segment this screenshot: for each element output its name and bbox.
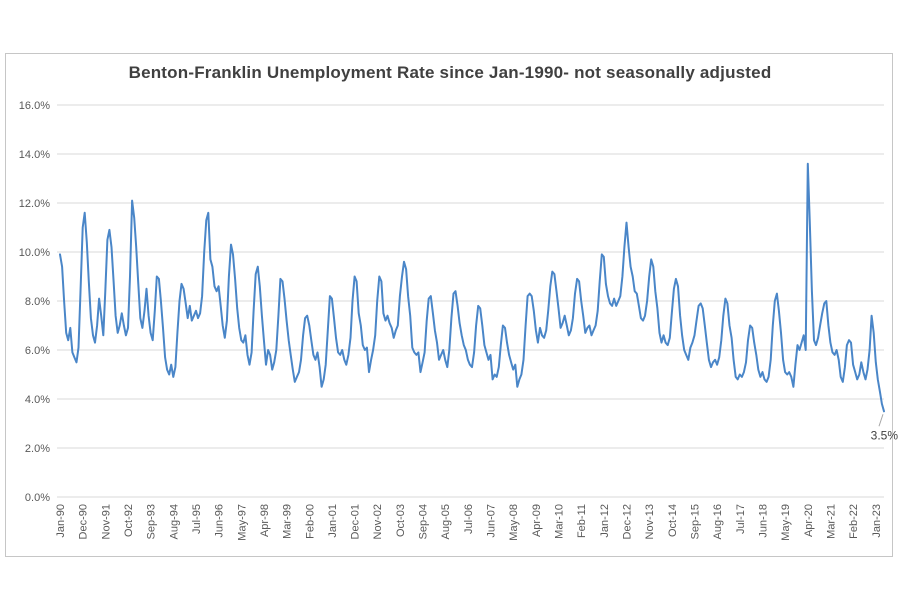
x-tick-label: Jun-96 — [214, 504, 226, 538]
x-tick-label: Nov-13 — [644, 504, 656, 539]
x-tick-label: Jul-17 — [735, 504, 747, 534]
x-tick-label: Jan-90 — [55, 504, 67, 538]
x-tick-label: Apr-09 — [531, 504, 543, 537]
x-tick-label: Jan-12 — [599, 504, 611, 538]
x-tick-label: Dec-01 — [350, 504, 362, 539]
x-tick-label: Oct-03 — [395, 504, 407, 537]
x-tick-label: Dec-12 — [622, 504, 634, 539]
x-tick-label: Oct-92 — [123, 504, 135, 537]
x-tick-label: Apr-20 — [803, 504, 815, 537]
x-tick-label: Nov-02 — [372, 504, 384, 539]
y-tick-label: 4.0% — [25, 394, 50, 406]
x-tick-label: Jun-18 — [757, 504, 769, 538]
chart-title: Benton-Franklin Unemployment Rate since … — [128, 63, 772, 82]
x-tick-label: Feb-11 — [576, 504, 588, 538]
x-tick-label: Mar-99 — [282, 504, 294, 539]
chart-frame — [5, 53, 893, 557]
x-tick-label: May-19 — [780, 504, 792, 541]
annotation-leader-line — [878, 414, 884, 427]
x-tick-label: Sep-04 — [418, 504, 430, 539]
x-tick-label: Feb-22 — [848, 504, 860, 539]
x-tick-label: Nov-91 — [100, 504, 112, 539]
x-tick-label: May-08 — [508, 504, 520, 541]
x-tick-label: Dec-90 — [78, 504, 90, 539]
x-tick-label: Oct-14 — [667, 504, 679, 537]
x-tick-label: Feb-00 — [304, 504, 316, 539]
x-tick-label: Jan-23 — [871, 504, 883, 538]
unemployment-line-series — [59, 162, 885, 413]
y-tick-label: 16.0% — [19, 100, 50, 112]
x-tick-label: May-97 — [236, 504, 248, 541]
x-tick-label: Sep-93 — [146, 504, 158, 539]
x-tick-label: Mar-21 — [825, 504, 837, 539]
y-tick-label: 12.0% — [19, 198, 50, 210]
x-tick-label: Aug-16 — [712, 504, 724, 539]
last-value-annotation: 3.5% — [871, 428, 899, 442]
x-tick-label: Apr-98 — [259, 504, 271, 537]
y-tick-label: 2.0% — [25, 443, 50, 455]
x-tick-label: Aug-94 — [168, 504, 180, 539]
y-tick-label: 0.0% — [25, 492, 50, 504]
y-tick-label: 8.0% — [25, 296, 50, 308]
y-tick-label: 6.0% — [25, 345, 50, 357]
x-tick-label: Jul-95 — [191, 504, 203, 534]
y-tick-label: 14.0% — [19, 149, 50, 161]
y-tick-label: 10.0% — [19, 247, 50, 259]
x-tick-label: Aug-05 — [440, 504, 452, 539]
x-tick-label: Jan-01 — [327, 504, 339, 538]
x-tick-label: Jul-06 — [463, 504, 475, 534]
x-tick-label: Mar-10 — [554, 504, 566, 539]
x-tick-label: Sep-15 — [689, 504, 701, 539]
x-tick-label: Jun-07 — [486, 504, 498, 538]
